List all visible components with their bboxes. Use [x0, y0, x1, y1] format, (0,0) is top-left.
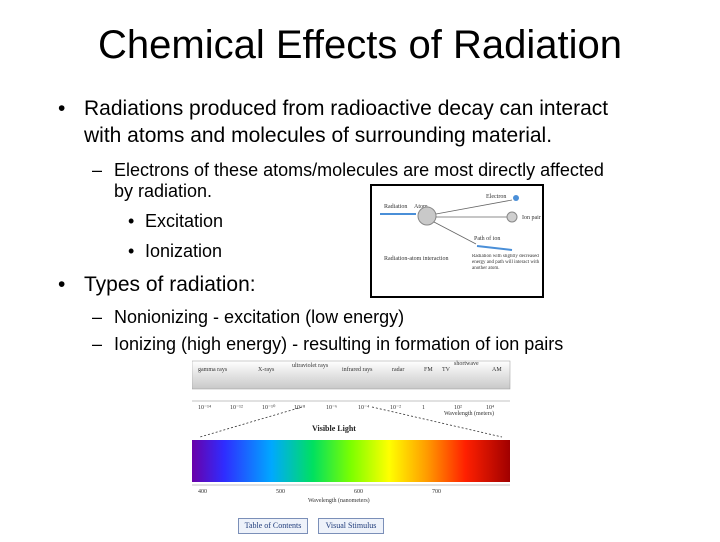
zoom-lines: [199, 406, 503, 438]
bullet-1-line-2: with atoms and molecules of surrounding …: [84, 124, 553, 147]
band-label: X-rays: [258, 367, 275, 373]
wavelength-tick: 10⁻²: [390, 405, 401, 411]
nm-tick: 700: [432, 489, 441, 495]
spectrum-diagram: gamma rays X-rays ultraviolet rays infrared…: [191, 360, 511, 504]
electron-path: [435, 199, 513, 215]
wavelength-tick: 10⁻¹⁰: [262, 404, 276, 411]
wavelength-tick: 10²: [454, 405, 462, 411]
deflected-path: [433, 221, 477, 245]
nm-tick: 400: [198, 489, 207, 495]
band-label: FM: [424, 367, 433, 373]
band-strip: [191, 360, 511, 390]
atom-sphere: [417, 206, 437, 226]
bullet-glyph: •: [58, 97, 66, 120]
dash-glyph: –: [92, 307, 103, 327]
wavelength-tick: 10⁻¹⁴: [198, 405, 211, 411]
wavelength-axis-label: Wavelength (meters): [444, 410, 494, 417]
figure-caption: Radiation-atom interaction: [384, 256, 448, 262]
visual-stimulus-button[interactable]: Visual Stimulus: [318, 518, 384, 534]
band-label: AM: [492, 367, 502, 373]
band-label: TV: [442, 367, 451, 373]
electron-label: Electron: [486, 194, 506, 200]
band-label: shortwave: [454, 361, 479, 367]
dash-glyph: –: [92, 334, 103, 354]
table-of-contents-button[interactable]: Table of Contents: [238, 518, 308, 534]
page-title: Chemical Effects of Radiation: [98, 23, 622, 67]
wavelength-tick: 1: [422, 405, 425, 411]
sub-bullet-ionizing: Ionizing (high energy) - resulting in fo…: [114, 334, 564, 354]
bullet-glyph: •: [128, 211, 135, 231]
sub-bullet-1-line-2: by radiation.: [114, 181, 213, 201]
visible-light-label: Visible Light: [312, 424, 356, 433]
wavelength-tick: 10⁻⁸: [294, 405, 305, 411]
wavelength-tick: 10⁻¹²: [230, 405, 243, 411]
atom-label: Atom: [414, 204, 428, 210]
figure-note: Radiation with slightly decreased energy…: [472, 254, 540, 271]
bullet-glyph: •: [128, 241, 135, 261]
atom-diagram: Radiation Atom Electron Ion pair Path of…: [380, 194, 541, 271]
sub-bullet-1-line-1: Electrons of these atoms/molecules are m…: [114, 160, 604, 180]
band-label: radar: [392, 367, 404, 373]
bullet-glyph: •: [58, 273, 66, 296]
electron-dot: [513, 195, 519, 201]
radiation-atom-figure: Radiation Atom Electron Ion pair Path of…: [370, 184, 544, 298]
band-label: gamma rays: [198, 367, 228, 373]
bullet-1-line-1: Radiations produced from radioactive dec…: [84, 97, 609, 120]
ion-sphere: [506, 211, 518, 223]
sub-bullet-nonionizing: Nonionizing - excitation (low energy): [114, 307, 405, 327]
bullet-2: Types of radiation:: [84, 273, 256, 296]
band-label: infrared rays: [342, 366, 373, 373]
band-label: ultraviolet rays: [292, 363, 329, 369]
nm-axis-label: Wavelength (nanometers): [308, 497, 370, 504]
visible-spectrum-bar: [192, 440, 510, 482]
nm-tick: 600: [354, 489, 363, 495]
wavelength-tick: 10⁻⁴: [358, 405, 369, 411]
wavelength-tick: 10⁻⁶: [326, 405, 337, 411]
scattered-ray: [476, 245, 513, 251]
path-label: Path of ion: [474, 235, 500, 242]
wavelength-tick: 10⁴: [486, 405, 494, 411]
subsub-bullet-excitation: Excitation: [145, 211, 224, 231]
radiation-label: Radiation: [384, 204, 407, 210]
subsub-bullet-ionization: Ionization: [145, 241, 223, 261]
em-spectrum-figure: gamma rays X-rays ultraviolet rays infrared…: [191, 357, 522, 537]
dash-glyph: –: [92, 160, 103, 180]
nm-tick: 500: [276, 489, 285, 495]
ion-pair-label: Ion pair: [522, 215, 541, 221]
